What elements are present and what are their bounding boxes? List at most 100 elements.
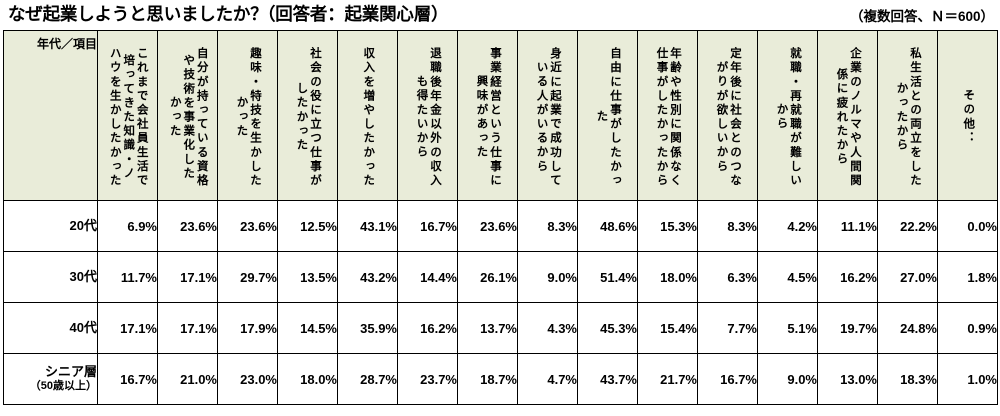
column-header-14: 私生活との両立をした かったから [877,30,938,201]
column-header-line: かったから [895,82,908,153]
column-header-12: 就職・再就職が難しい から [757,30,818,201]
data-cell: 16.2% [817,251,878,303]
column-header-6: 退職後年金以外の収入 も得たいから [397,30,458,201]
column-header-line: 趣味・特技を生かした [249,47,261,188]
vertical-text-wrap: 趣味・特技を生かした かった [218,35,277,200]
data-cell: 13.0% [817,353,878,405]
column-header-13: 企業のノルマや人間関 係に疲れたから [817,30,878,201]
column-header-line: 収入を増やしたかった [362,47,375,188]
column-header-line: これまで会社員生活で [135,47,148,188]
column-header-line: その他： [962,89,975,146]
vertical-text-wrap: 就職・再就職が難しい から [758,35,817,200]
row-label-main: 40代 [69,319,97,335]
table-head: 年代／項目 これまで会社員生活で 培ってきた知識・ノ ハウを生かしたかった 自分が持っ… [3,30,998,201]
data-cell: 18.3% [877,353,938,405]
column-header-3: 趣味・特技を生かした かった [217,30,278,201]
vertical-text-wrap: これまで会社員生活で 培ってきた知識・ノ ハウを生かしたかった [98,35,157,200]
data-cell: 23.6% [457,200,518,252]
vertical-text-wrap: 私生活との両立をした かったから [878,35,937,200]
table-row: シニア層 （50歳以上） 16.7% 21.0% 23.0% 18.0% 28.7% 23.7… [3,353,998,405]
data-cell: 11.7% [97,251,158,303]
data-cell: 29.7% [217,251,278,303]
data-cell: 15.4% [637,302,698,354]
data-cell: 1.0% [937,353,998,405]
data-cell: 17.1% [97,302,158,354]
column-header-line: 事業経営という仕事に [489,47,501,188]
column-header-line: 自分が持っている資格 [195,47,208,188]
column-header-line: かった [235,96,248,139]
column-header-5: 収入を増やしたかった [337,30,398,201]
column-header-10: 年齢や性別に関係なく 仕事がしたかったから [637,30,698,201]
data-cell: 7.7% [697,302,758,354]
data-cell: 5.1% [757,302,818,354]
data-cell: 4.7% [517,353,578,405]
vertical-text-wrap: 収入を増やしたかった [338,35,397,200]
data-cell: 18.7% [457,353,518,405]
data-cell: 12.5% [277,200,338,252]
data-cell: 23.6% [157,200,218,252]
column-header-line: 退職後年金以外の収入 [429,47,441,188]
data-cell: 13.5% [277,251,338,303]
vertical-text-wrap: 年齢や性別に関係なく 仕事がしたかったから [638,35,697,200]
data-cell: 16.2% [397,302,458,354]
column-header-line: したかった [295,82,308,153]
column-header-4: 社会の役に立つ仕事が したかった [277,30,338,201]
data-cell: 43.2% [337,251,398,303]
row-label-row-40s: 40代 [3,302,98,354]
column-header-line: がりが欲しいから [715,61,728,174]
column-header-line: 興味があった [475,75,488,160]
row-label-main: 20代 [69,217,97,233]
data-cell: 9.0% [517,251,578,303]
data-cell: 22.2% [877,200,938,252]
column-header-line: 培ってきた知識・ノ [122,54,135,181]
data-cell: 19.7% [817,302,878,354]
column-header-2: 自分が持っている資格 や技術を事業化した かった [157,30,218,201]
column-header-line: 私生活との両立をした [909,47,921,188]
column-header-line: も得たいから [415,75,428,160]
table-row: 20代 6.9% 23.6% 23.6% 12.5% 43.1% 16.7% 23.6% 8.3… [3,200,998,252]
data-cell: 14.4% [397,251,458,303]
data-cell: 35.9% [337,302,398,354]
data-cell: 4.5% [757,251,818,303]
data-cell: 18.0% [277,353,338,405]
data-cell: 1.8% [937,251,998,303]
row-label-row-20s: 20代 [3,200,98,252]
column-header-line: から [775,103,788,132]
title-bar: なぜ起業しようと思いましたか？ （回答者：起業関心層） （複数回答、Ｎ＝600） [0,0,1000,30]
page-title: なぜ起業しようと思いましたか？ [8,4,268,24]
data-cell: 17.1% [157,302,218,354]
data-cell: 16.7% [697,353,758,405]
data-cell: 8.3% [697,200,758,252]
vertical-text-wrap: 自由に仕事がしたかった [578,35,637,200]
data-cell: 24.8% [877,302,938,354]
survey-note: （複数回答、Ｎ＝600） [849,9,994,24]
column-header-8: 身近に起業で成功して いる人がいるから [517,30,578,201]
column-header-line: 係に疲れたから [835,68,848,167]
data-cell: 6.9% [97,200,158,252]
data-cell: 17.1% [157,251,218,303]
data-cell: 23.7% [397,353,458,405]
data-cell: 43.1% [337,200,398,252]
row-label-row-30s: 30代 [3,251,98,303]
row-label-row-senior: シニア層 （50歳以上） [3,353,98,405]
data-cell: 17.9% [217,302,278,354]
column-header-line: や技術を事業化した [182,54,195,181]
column-header-line: ハウを生かしたかった [108,47,121,188]
data-cell: 9.0% [757,353,818,405]
data-cell: 4.2% [757,200,818,252]
column-header-line: 年齢や性別に関係なく [669,47,681,188]
page-subtitle: （回答者：起業関心層） [258,4,449,24]
data-cell: 23.6% [217,200,278,252]
data-cell: 0.9% [937,302,998,354]
table-header-row: 年代／項目 これまで会社員生活で 培ってきた知識・ノ ハウを生かしたかった 自分が持っ… [3,30,998,201]
data-cell: 26.1% [457,251,518,303]
vertical-text-wrap: その他： [938,35,997,200]
column-header-1: これまで会社員生活で 培ってきた知識・ノ ハウを生かしたかった [97,30,158,201]
corner-header-cell: 年代／項目 [3,30,98,201]
vertical-text-wrap: 身近に起業で成功して いる人がいるから [518,35,577,200]
table-row: 30代 11.7% 17.1% 29.7% 13.5% 43.2% 14.4% 26.1% 9.… [3,251,998,303]
column-header-9: 自由に仕事がしたかった [577,30,638,201]
column-header-line: いる人がいるから [535,61,548,174]
data-cell: 23.0% [217,353,278,405]
table-body: 20代 6.9% 23.6% 23.6% 12.5% 43.1% 16.7% 23.6% 8.3… [3,200,998,405]
